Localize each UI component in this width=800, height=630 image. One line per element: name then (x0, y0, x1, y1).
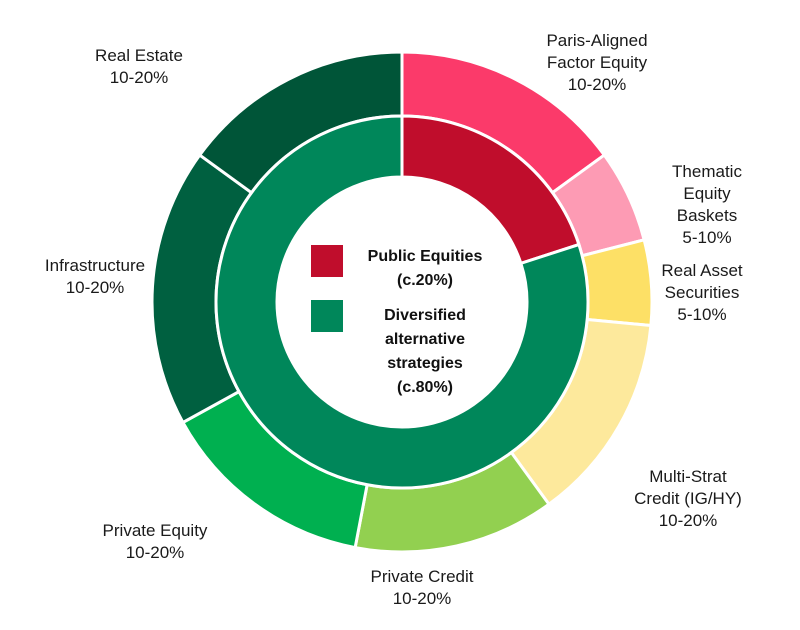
legend-label: Public Equities (367, 248, 483, 265)
segment-value-label: 10-20% (658, 511, 718, 530)
segment-name: Real Estate (95, 46, 183, 65)
segment-label: Multi-Strat Credit (IG/HY) 10-20% (634, 466, 742, 532)
segment-value-label: 10-20% (125, 543, 185, 562)
legend-entry: Public Equities (c.20%) (368, 245, 483, 293)
donut-segment (214, 114, 590, 490)
segment-value-label: 5-10% (682, 228, 732, 247)
segment-name: Multi-Strat Credit (IG/HY) (634, 467, 742, 508)
segment-name: Private Credit (370, 567, 474, 586)
segment-name: Real Asset Securities (661, 261, 743, 302)
legend-label: Diversified alternative strategies (384, 307, 466, 372)
legend-swatch (311, 300, 343, 332)
segment-name: Paris-Aligned Factor Equity (546, 31, 648, 72)
segment-label: Private Equity 10-20% (103, 520, 208, 564)
segment-label: Real Estate 10-20% (95, 45, 183, 89)
segment-value-label: 10-20% (392, 589, 452, 608)
segment-name: Thematic Equity Baskets (672, 162, 742, 225)
segment-name: Infrastructure (44, 256, 146, 275)
legend-swatch (311, 245, 343, 277)
segment-value-label: 5-10% (677, 305, 727, 324)
segment-label: Thematic Equity Baskets 5-10% (661, 161, 754, 249)
segment-label: Real Asset Securities 5-10% (661, 260, 742, 326)
segment-value-label: 10-20% (567, 75, 627, 94)
segment-label: Paris-Aligned Factor Equity 10-20% (546, 30, 647, 96)
segment-label: Infrastructure 10-20% (45, 255, 145, 299)
legend-value-label: (c.20%) (396, 272, 454, 289)
segment-label: Private Credit 10-20% (371, 566, 474, 610)
donut-segment (580, 238, 654, 328)
segment-value-label: 10-20% (109, 68, 169, 87)
segment-name: Private Equity (102, 521, 208, 540)
legend-value-label: (c.80%) (396, 379, 454, 396)
segment-value-label: 10-20% (65, 278, 125, 297)
legend-entry: Diversified alternative strategies (c.80%… (384, 304, 466, 400)
